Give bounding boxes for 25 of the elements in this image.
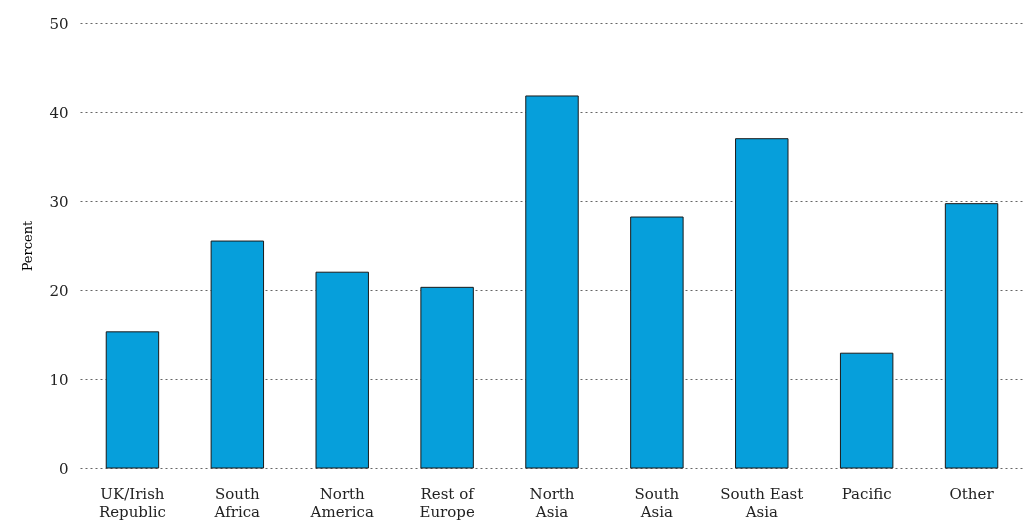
x-tick-label: South Africa <box>213 484 261 521</box>
bar <box>105 331 160 469</box>
bar <box>315 271 369 469</box>
x-tick-label: Other <box>949 484 995 503</box>
bar <box>525 95 579 469</box>
x-tick-label: Pacific <box>841 484 892 503</box>
x-tick-label: South Asia <box>634 484 680 521</box>
y-tick-label: 0 <box>58 459 69 478</box>
bar <box>210 240 265 469</box>
bar <box>630 216 684 469</box>
y-tick-label: 40 <box>49 103 69 122</box>
y-tick-label: 30 <box>49 192 69 211</box>
x-tick-label: North America <box>309 484 374 521</box>
bar <box>839 352 894 469</box>
y-tick-label: 50 <box>49 14 69 33</box>
bar <box>420 286 474 469</box>
y-tick-label: 10 <box>49 370 69 389</box>
bar <box>944 203 999 469</box>
x-tick-label: Rest of Europe <box>419 484 476 521</box>
x-tick-label: South East Asia <box>720 484 804 521</box>
y-tick-label: 20 <box>49 281 69 300</box>
x-tick-label: UK/Irish Republic <box>98 484 166 521</box>
x-tick-label: North Asia <box>529 484 575 521</box>
y-axis-title: Percent <box>20 219 36 272</box>
bar <box>735 138 789 469</box>
